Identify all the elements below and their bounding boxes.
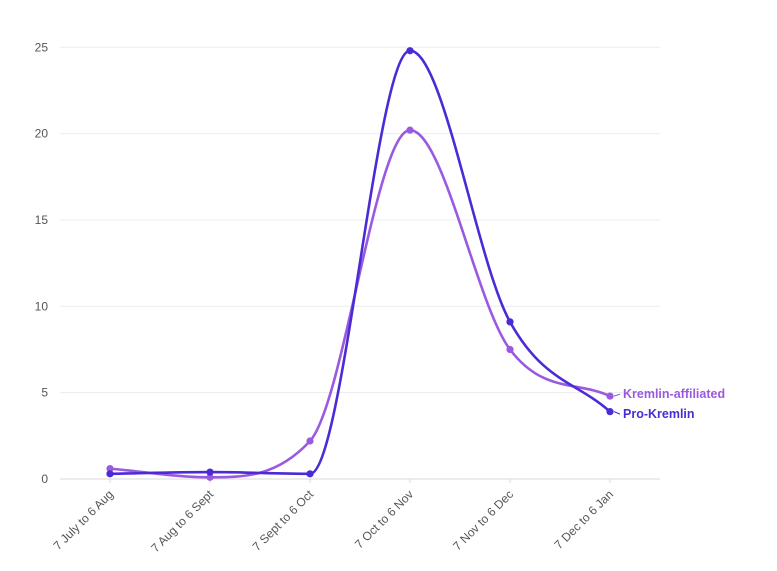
series-labels: Kremlin-affiliated Pro-Kremlin [613, 387, 725, 421]
data-point-pro-kremlin [206, 468, 214, 476]
y-tick-label: 25 [35, 40, 49, 54]
grid-layer [60, 46, 660, 480]
series-label-kremlin-affiliated: Kremlin-affiliated [623, 387, 725, 401]
series-line-kremlin-affiliated [108, 128, 612, 479]
series-layer [106, 47, 614, 481]
label-leader-kremlin-affiliated [613, 393, 621, 397]
series-line-pro-kremlin [108, 49, 612, 476]
data-point-pro-kremlin [306, 470, 314, 478]
data-point-kremlin-affiliated [306, 437, 314, 445]
x-axis: 7 July to 6 Aug 7 Aug to 6 Sept 7 Sept to … [51, 479, 616, 555]
y-tick-label: 5 [41, 386, 48, 400]
data-point-pro-kremlin [106, 470, 114, 478]
data-point-kremlin-affiliated [406, 126, 414, 134]
x-tick-label: 7 Sept to 6 Oct [250, 487, 317, 554]
series-label-pro-kremlin: Pro-Kremlin [623, 407, 695, 421]
x-tick-label: 7 Nov to 6 Dec [450, 487, 516, 553]
x-tick-label: 7 Aug to 6 Sept [148, 487, 216, 555]
y-tick-label: 20 [35, 127, 49, 141]
data-point-kremlin-affiliated [106, 465, 114, 473]
x-tick-label: 7 Oct to 6 Nov [352, 487, 416, 551]
data-point-pro-kremlin [406, 47, 414, 55]
y-tick-label: 15 [35, 213, 49, 227]
data-point-kremlin-affiliated [206, 473, 214, 481]
y-tick-label: 10 [35, 299, 49, 313]
x-tick-label: 7 July to 6 Aug [51, 487, 117, 553]
data-point-pro-kremlin [606, 408, 614, 416]
y-axis: 0 5 10 15 20 25 [35, 40, 49, 486]
label-leader-pro-kremlin [613, 411, 621, 415]
data-point-kremlin-affiliated [506, 345, 514, 354]
x-tick-label: 7 Dec to 6 Jan [551, 487, 616, 552]
data-point-pro-kremlin [506, 318, 514, 326]
y-tick-label: 0 [41, 472, 48, 486]
data-point-kremlin-affiliated [606, 392, 614, 400]
